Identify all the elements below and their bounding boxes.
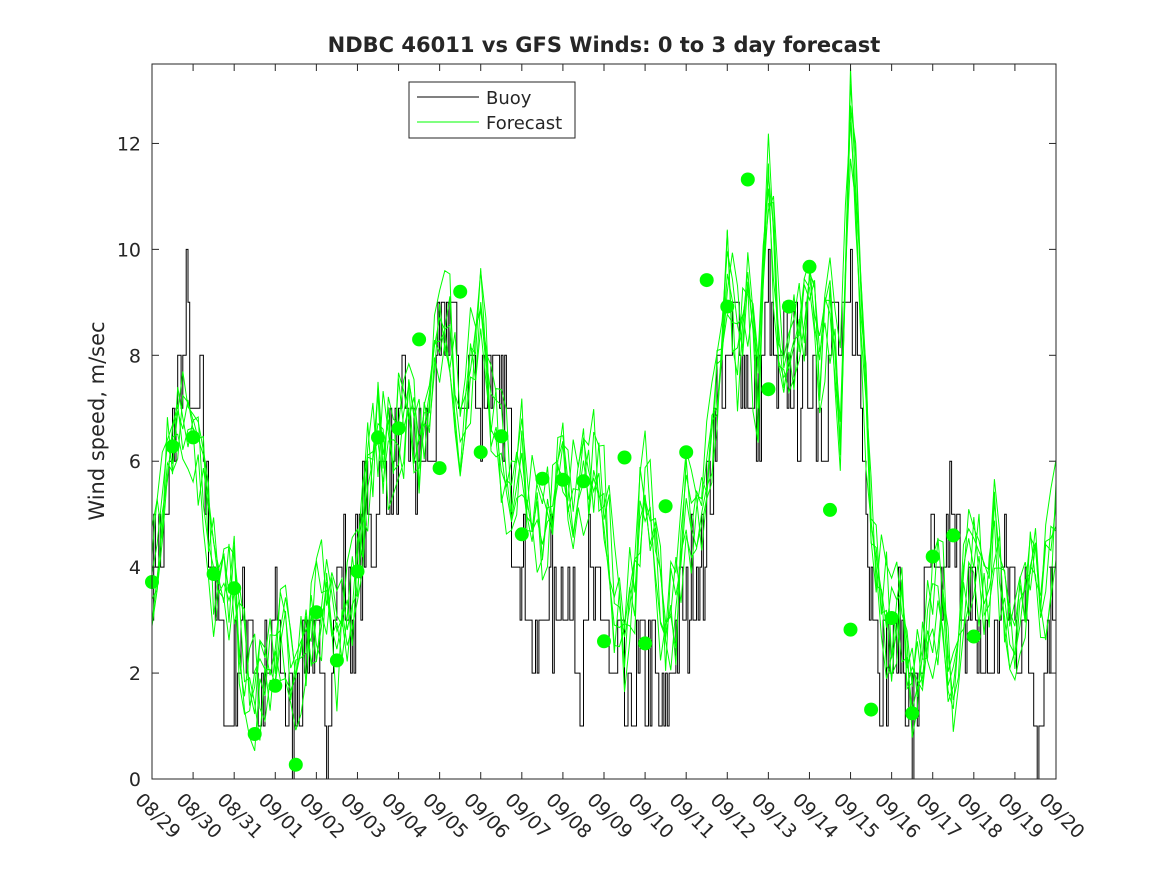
forecast-point xyxy=(638,636,653,651)
legend-forecast-label: Forecast xyxy=(486,113,562,134)
forecast-point xyxy=(514,527,529,542)
forecast-point xyxy=(227,581,242,596)
legend: Buoy Forecast xyxy=(408,81,576,139)
y-tick-label: 2 xyxy=(129,663,141,685)
buoy-series xyxy=(152,248,1056,780)
forecast-point xyxy=(391,421,406,436)
forecast-point xyxy=(946,528,961,543)
forecast-point xyxy=(371,430,385,445)
forecast-point xyxy=(781,299,796,314)
forecast-point xyxy=(576,474,591,489)
forecast-points xyxy=(145,172,981,772)
forecast-point xyxy=(966,629,981,644)
forecast-point xyxy=(535,471,550,486)
forecast-point xyxy=(617,450,632,465)
legend-box xyxy=(408,81,576,139)
forecast-point xyxy=(843,622,858,637)
forecast-point xyxy=(350,564,365,579)
y-tick-label: 12 xyxy=(117,133,141,155)
forecast-point xyxy=(206,567,221,581)
buoy-line xyxy=(152,248,1056,780)
y-tick-label: 6 xyxy=(129,451,141,473)
forecast-point xyxy=(268,678,283,693)
forecast-point xyxy=(453,284,468,299)
forecast-point xyxy=(823,502,837,517)
forecast-point xyxy=(905,706,920,721)
forecast-point xyxy=(432,461,447,476)
forecast-point xyxy=(761,382,776,397)
y-tick-label: 8 xyxy=(129,345,141,367)
y-axis: 0 2 4 6 8 10 12 xyxy=(117,133,1056,791)
forecast-point xyxy=(494,429,509,444)
forecast-point xyxy=(555,472,570,487)
forecast-point xyxy=(309,605,324,620)
forecast-point xyxy=(165,439,180,454)
forecast-point xyxy=(720,299,735,314)
forecast-point xyxy=(658,499,673,514)
forecast-point xyxy=(288,757,303,772)
forecast-point xyxy=(186,430,201,445)
y-axis-label: Wind speed, m/sec xyxy=(85,321,109,520)
forecast-point xyxy=(740,172,755,187)
legend-buoy-label: Buoy xyxy=(486,88,532,109)
forecast-point xyxy=(473,445,488,460)
forecast-point xyxy=(247,727,262,741)
y-tick-label: 4 xyxy=(129,557,141,579)
forecast-point xyxy=(699,273,714,288)
y-tick-label: 0 xyxy=(129,769,141,791)
forecast-point xyxy=(597,634,611,649)
forecast-point xyxy=(802,259,817,274)
chart-title: NDBC 46011 vs GFS Winds: 0 to 3 day fore… xyxy=(328,33,881,57)
forecast-point xyxy=(864,702,879,717)
y-tick-label: 10 xyxy=(117,239,141,261)
forecast-point xyxy=(884,611,899,625)
forecast-series xyxy=(151,67,1057,751)
forecast-point xyxy=(679,445,694,460)
forecast-line xyxy=(151,158,1057,751)
forecast-point xyxy=(412,332,427,347)
forecast-point xyxy=(925,549,940,564)
forecast-point xyxy=(329,653,344,668)
